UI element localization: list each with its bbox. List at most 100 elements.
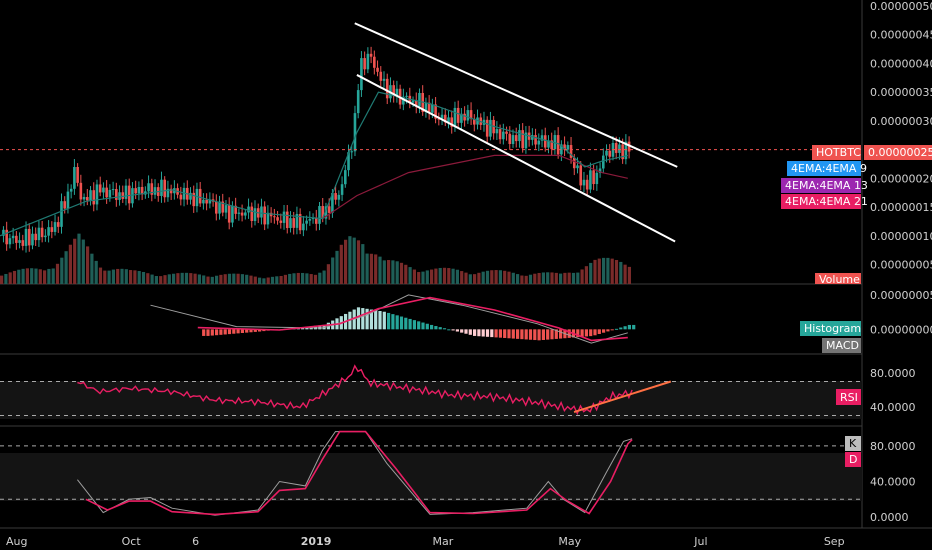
volume-bar <box>623 264 627 284</box>
volume-bar <box>283 274 287 284</box>
volume-bar <box>378 256 382 284</box>
macd-histogram-bar <box>227 329 232 335</box>
histogram-badge <box>800 321 861 336</box>
rsi-panel[interactable] <box>0 364 862 416</box>
price-badges: HOTBTC 0.00000025 4EMA:4EMA 9 4EMA:4EMA … <box>781 145 932 467</box>
macd-histogram-bar <box>554 329 558 339</box>
macd-histogram-bar <box>623 326 627 330</box>
macd-histogram-bar <box>210 329 214 336</box>
time-tick-label: May <box>558 535 581 548</box>
volume-bar <box>447 268 451 284</box>
macd-histogram-bar <box>391 314 395 330</box>
candle-body <box>153 187 157 195</box>
volume-bar <box>490 270 494 284</box>
candle-body <box>627 141 631 152</box>
candle-body <box>353 113 357 152</box>
candle-body <box>240 212 244 216</box>
macd-histogram-bar <box>434 326 438 330</box>
candle-body <box>195 188 199 207</box>
volume-bar <box>468 274 472 284</box>
candle-body <box>8 238 12 245</box>
stoch-d-line <box>85 430 633 516</box>
candle-body <box>331 193 334 213</box>
volume-bar <box>528 274 533 284</box>
candle-body <box>47 227 50 236</box>
volume-bar <box>167 274 171 284</box>
volume-bar <box>43 270 47 284</box>
time-axis[interactable]: Aug Oct 6 2019 Mar May Jul Sep <box>6 535 845 548</box>
macd-histogram-bar <box>511 329 515 339</box>
candle-body <box>295 214 299 228</box>
candle-body <box>582 179 586 186</box>
stochastic-panel[interactable] <box>0 430 862 516</box>
volume-bar <box>111 269 115 284</box>
volume-bar <box>331 257 335 284</box>
macd-badge <box>822 338 861 353</box>
macd-histogram-bar <box>473 329 477 336</box>
candle-body <box>237 212 241 214</box>
volume-bar <box>253 276 257 284</box>
macd-histogram-bar <box>606 329 610 332</box>
volume-bar <box>438 267 442 284</box>
volume-bar <box>77 233 81 284</box>
macd-histogram-bar <box>253 329 257 332</box>
candle-body <box>553 135 557 150</box>
volume-bar <box>288 273 292 284</box>
volume-bar <box>120 268 124 284</box>
macd-histogram-bar <box>395 315 399 330</box>
candle-body <box>108 189 112 198</box>
volume-bar <box>498 270 502 284</box>
candle-body <box>221 201 225 213</box>
time-tick-label: 2019 <box>301 535 332 548</box>
candle-body <box>247 206 250 213</box>
volume-bar <box>369 253 373 284</box>
ema13-badge <box>781 178 861 193</box>
volume-bar <box>421 271 425 284</box>
volume-bar <box>563 272 567 284</box>
macd-histogram-bar <box>430 324 434 330</box>
volume-bar <box>232 273 236 284</box>
volume-bar <box>533 273 537 284</box>
volume-bar <box>159 276 163 284</box>
macd-histogram-bar <box>593 329 597 336</box>
candle-body <box>215 201 218 214</box>
candle-body <box>473 118 476 125</box>
macd-histogram-bar <box>369 309 373 330</box>
macd-histogram-bar <box>537 329 541 341</box>
macd-histogram-bar <box>524 329 528 340</box>
candle-body <box>150 183 154 195</box>
macd-panel[interactable] <box>150 294 636 344</box>
price-panel[interactable] <box>0 22 862 284</box>
time-tick-label: 6 <box>192 535 199 548</box>
volume-bar <box>485 270 490 284</box>
volume-bar <box>593 259 597 284</box>
ema9-line <box>0 91 628 237</box>
volume-bar <box>374 254 378 284</box>
candle-body <box>231 205 234 223</box>
volume-bar <box>206 276 210 284</box>
volume-bar <box>344 239 348 284</box>
volume-bar <box>391 260 395 284</box>
candle-body <box>250 206 254 222</box>
volume-bar <box>240 274 244 284</box>
volume-bar <box>236 273 240 284</box>
macd-histogram-bar <box>516 329 520 339</box>
volume-bar <box>60 257 64 284</box>
volume-bar <box>326 264 330 284</box>
volume-bar <box>94 260 98 284</box>
macd-histogram-bar <box>318 325 322 330</box>
rsi-trendline <box>573 380 672 414</box>
candle-body <box>18 240 21 243</box>
volume-bar <box>584 266 588 284</box>
volume-bar <box>610 258 614 284</box>
macd-histogram-bar <box>421 322 425 330</box>
candle-body <box>276 217 279 221</box>
volume-bar <box>249 275 253 284</box>
candle-body <box>63 201 67 209</box>
candle-body <box>121 192 125 199</box>
volume-bar <box>494 270 498 284</box>
volume-bar <box>202 275 206 284</box>
macd-histogram-bar <box>632 324 636 330</box>
volume-bar <box>576 272 580 284</box>
